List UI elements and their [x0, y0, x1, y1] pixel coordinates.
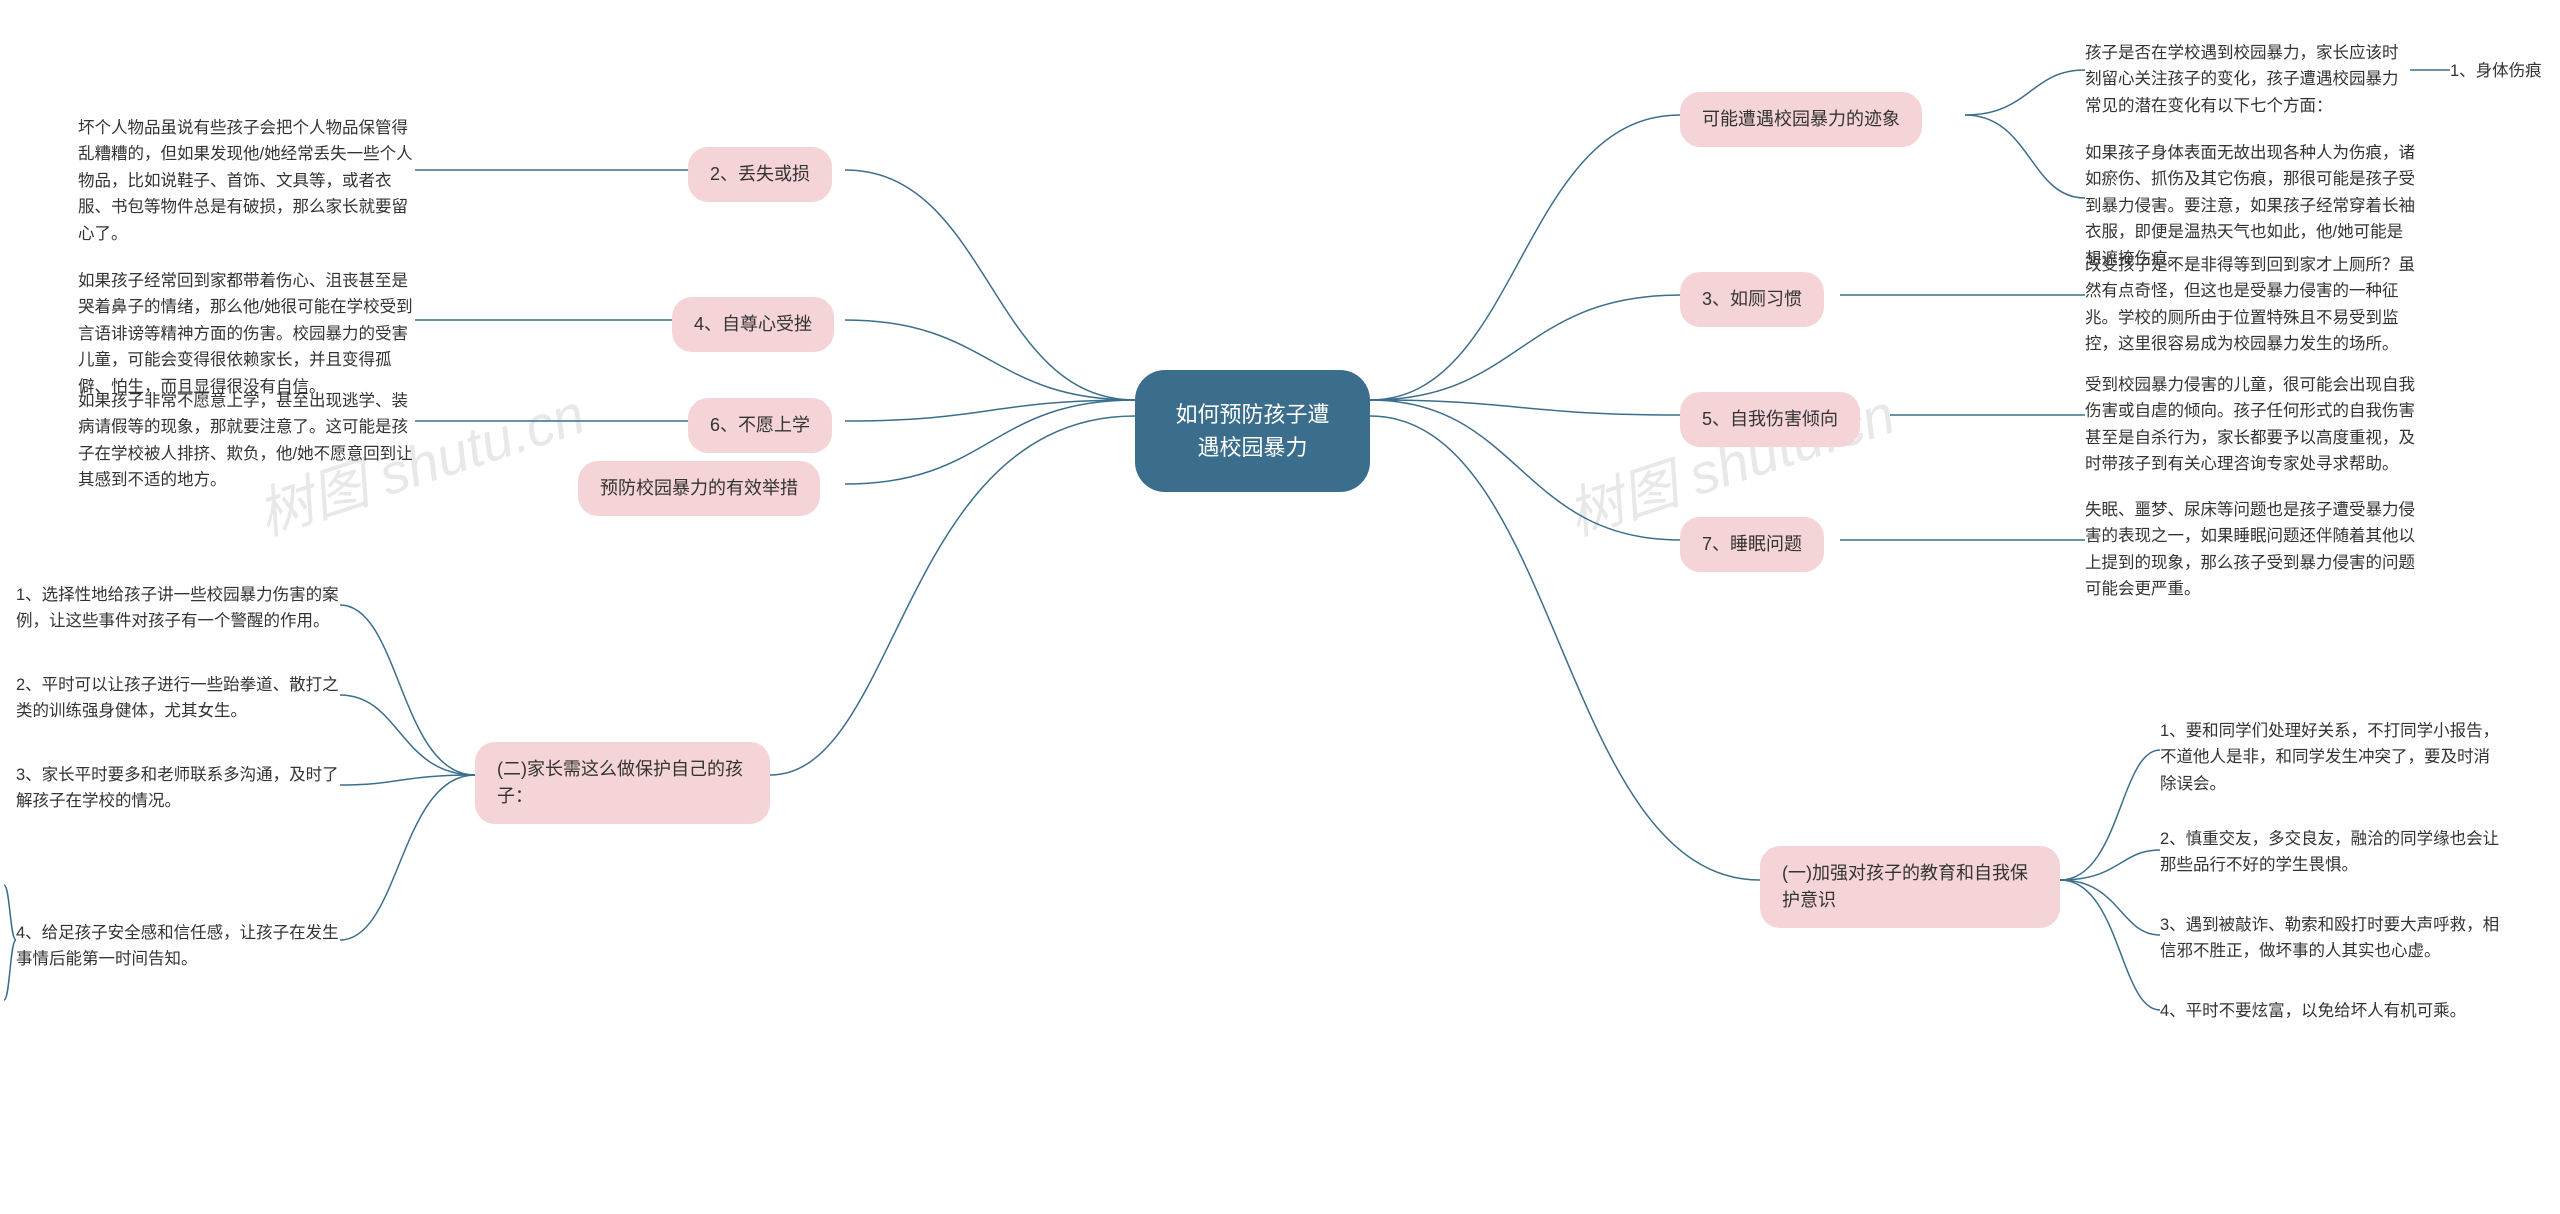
leaf-lb-t4a: (三)学校应该加强安全管理，同时老师们加强对学生思想的正确引导和教育。: [0, 862, 5, 915]
branch-lp: 预防校园暴力的有效举措: [578, 461, 820, 516]
leaf-ra-t1: 1、要和同学们处理好关系，不打同学小报告，不道他人是非，和同学发生冲突了，要及时…: [2160, 718, 2500, 797]
center-node: 如何预防孩子遭遇校园暴力: [1135, 370, 1370, 492]
leaf-r5: 受到校园暴力侵害的儿童，很可能会出现自我伤害或自虐的倾向。孩子任何形式的自我伤害…: [2085, 372, 2420, 478]
branch-lb: (二)家长需这么做保护自己的孩子：: [475, 742, 770, 824]
branch-l4: 4、自尊心受挫: [672, 297, 834, 352]
leaf-l4: 如果孩子经常回到家都带着伤心、沮丧甚至是哭着鼻子的情绪，那么他/她很可能在学校受…: [78, 268, 418, 400]
leaf-lb-t2: 2、平时可以让孩子进行一些跆拳道、散打之类的训练强身健体，尤其女生。: [16, 672, 346, 725]
branch-l6: 6、不愿上学: [688, 398, 832, 453]
leaf-ra-t2: 2、慎重交友，多交良友，融洽的同学缘也会让那些品行不好的学生畏惧。: [2160, 826, 2500, 879]
leaf-lb-t4: 4、给足孩子安全感和信任感，让孩子在发生事情后能第一时间告知。: [16, 920, 346, 973]
leaf-lb-t1: 1、选择性地给孩子讲一些校园暴力伤害的案例，让这些事件对孩子有一个警醒的作用。: [16, 582, 346, 635]
branch-r7: 7、睡眠问题: [1680, 517, 1824, 572]
leaf-ra-t4: 4、平时不要炫富，以免给坏人有机可乘。: [2160, 998, 2500, 1024]
branch-r1: 可能遭遇校园暴力的迹象: [1680, 92, 1922, 147]
leaf-l6: 如果孩子非常不愿意上学，甚至出现逃学、装病请假等的现象，那就要注意了。这可能是孩…: [78, 388, 418, 494]
branch-r5: 5、自我伤害倾向: [1680, 392, 1860, 447]
leaf-r7: 失眠、噩梦、尿床等问题也是孩子遭受暴力侵害的表现之一，如果睡眠问题还伴随着其他以…: [2085, 497, 2420, 603]
branch-l2: 2、丢失或损: [688, 147, 832, 202]
branch-ra: (一)加强对孩子的教育和自我保护意识: [1760, 846, 2060, 928]
leaf-l2: 坏个人物品虽说有些孩子会把个人物品保管得乱糟糟的，但如果发现他/她经常丢失一些个…: [78, 115, 418, 247]
leaf-r3: 改变孩子是不是非得等到回到家才上厕所？虽然有点奇怪，但这也是受暴力侵害的一种征兆…: [2085, 252, 2420, 358]
branch-r3: 3、如厕习惯: [1680, 272, 1824, 327]
leaf-lb-t3: 3、家长平时要多和老师联系多沟通，及时了解孩子在学校的情况。: [16, 762, 346, 815]
leaf-ra-t3: 3、遇到被敲诈、勒索和殴打时要大声呼救，相信邪不胜正，做坏事的人其实也心虚。: [2160, 912, 2500, 965]
leaf-r1-desc1: 孩子是否在学校遇到校园暴力，家长应该时刻留心关注孩子的变化，孩子遭遇校园暴力常见…: [2085, 40, 2405, 119]
leaf-r1-desc1b: 1、身体伤痕: [2450, 58, 2542, 84]
leaf-lb-t4b: (四)社会应该加强安全建设，只有社会安全了，校园才安全，校园暴力事件才能得到控制…: [0, 968, 5, 1047]
